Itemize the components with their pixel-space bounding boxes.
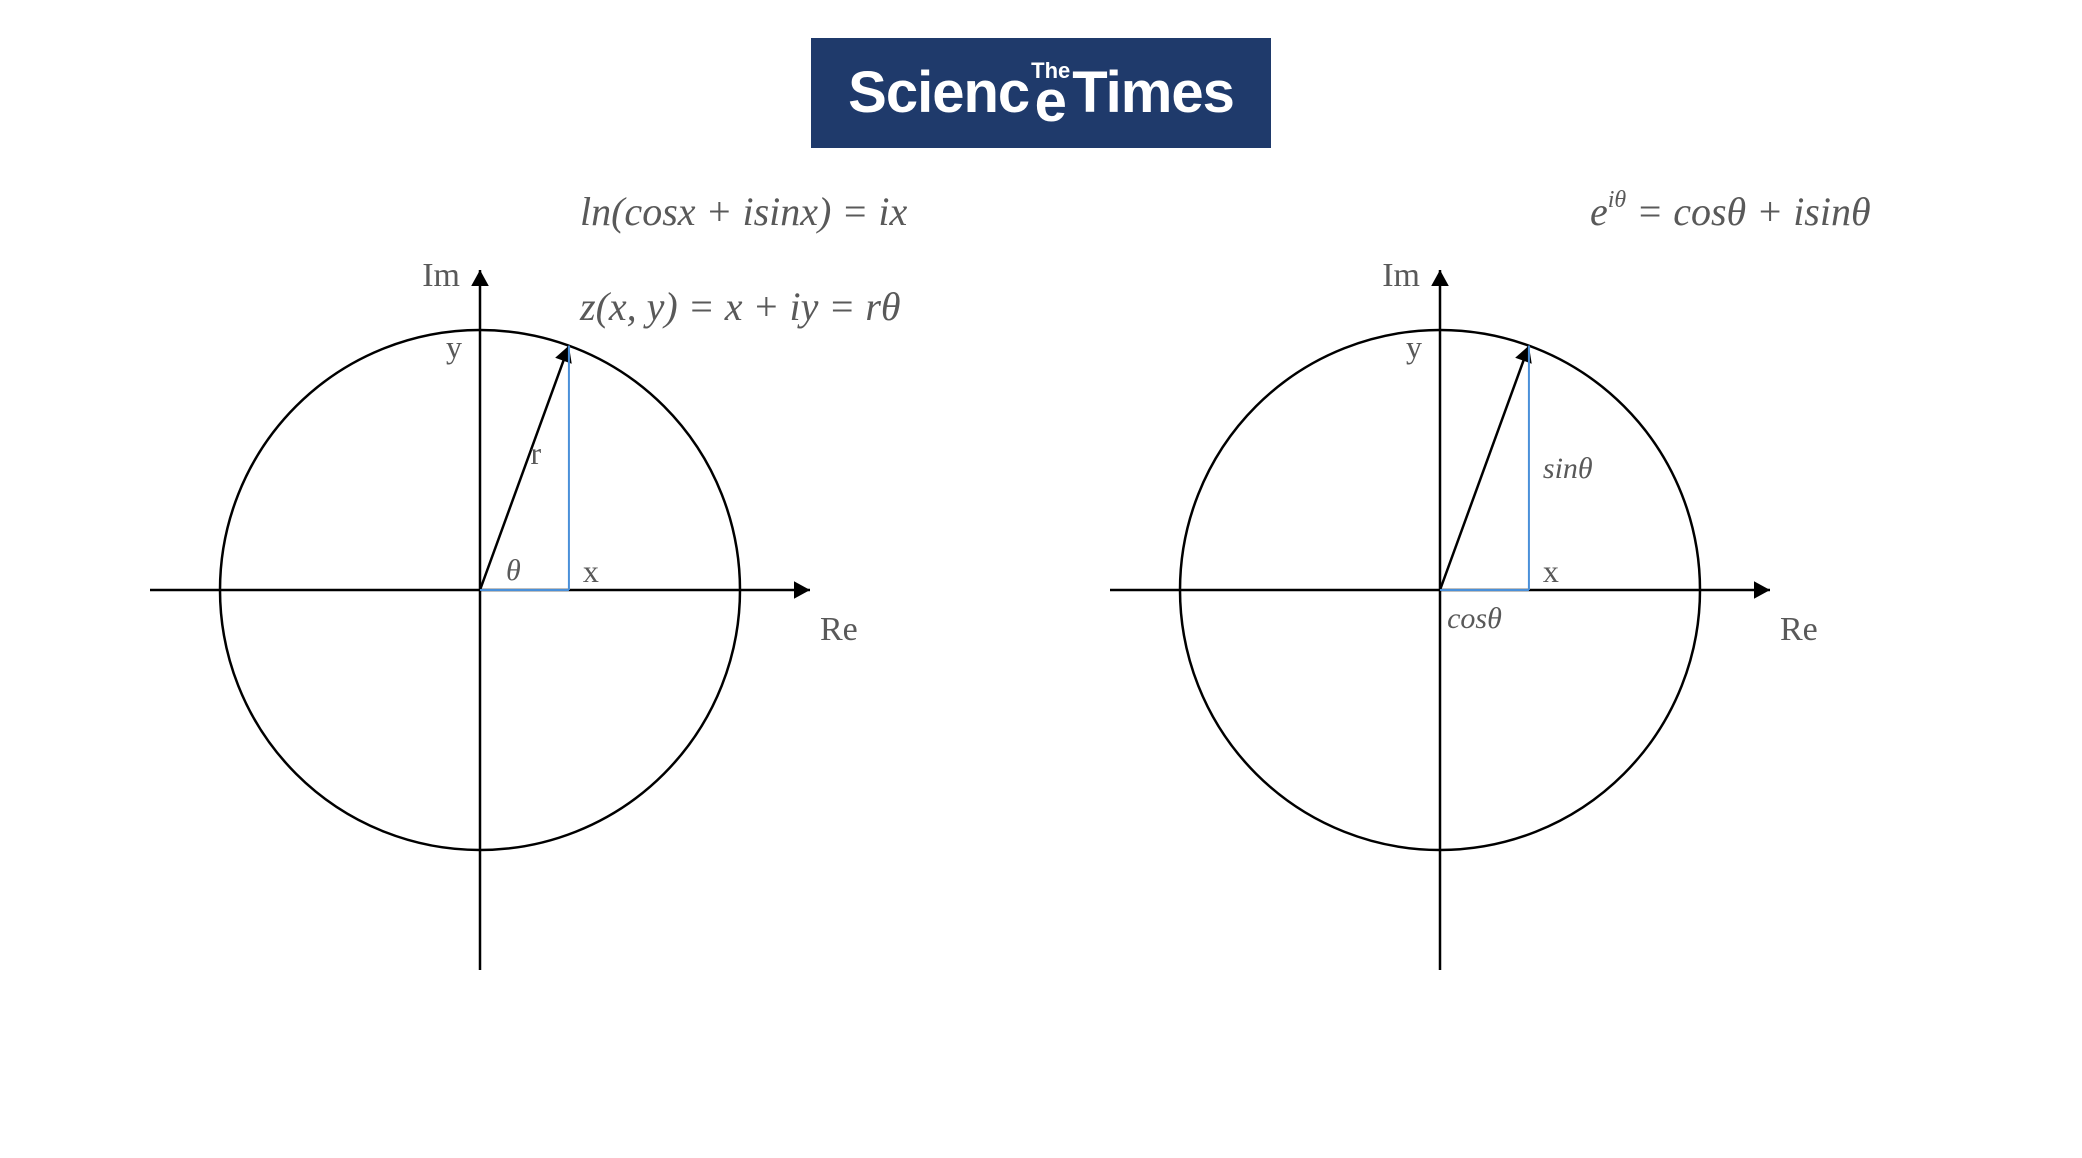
svg-text:Im: Im (1382, 257, 1420, 294)
svg-text:ln(cosx + isinx) = ix: ln(cosx + isinx) = ix (580, 189, 907, 234)
svg-text:cosθ: cosθ (1447, 602, 1502, 635)
svg-text:θ: θ (506, 554, 521, 587)
panel-1: Im Re y x sinθ cosθ eiθ = cosθ + isinθ (1110, 187, 1871, 970)
svg-text:Im: Im (422, 257, 460, 294)
svg-text:r: r (530, 435, 541, 471)
diagram-canvas: Im Re y x r θ ln(cosx + isinx) = ix z(x, y) = x… (0, 0, 2082, 1158)
svg-text:Re: Re (1780, 611, 1818, 648)
svg-text:y: y (1406, 329, 1422, 365)
svg-text:x: x (1543, 553, 1559, 589)
svg-text:sinθ: sinθ (1543, 452, 1593, 485)
svg-text:x: x (583, 553, 599, 589)
svg-text:eiθ = cosθ + isinθ: eiθ = cosθ + isinθ (1590, 187, 1871, 234)
svg-text:y: y (446, 329, 462, 365)
svg-text:Re: Re (820, 611, 858, 648)
svg-text:z(x, y) = x + iy = rθ: z(x, y) = x + iy = rθ (579, 284, 901, 329)
panel-0: Im Re y x r θ ln(cosx + isinx) = ix z(x, y) = x… (150, 189, 907, 970)
